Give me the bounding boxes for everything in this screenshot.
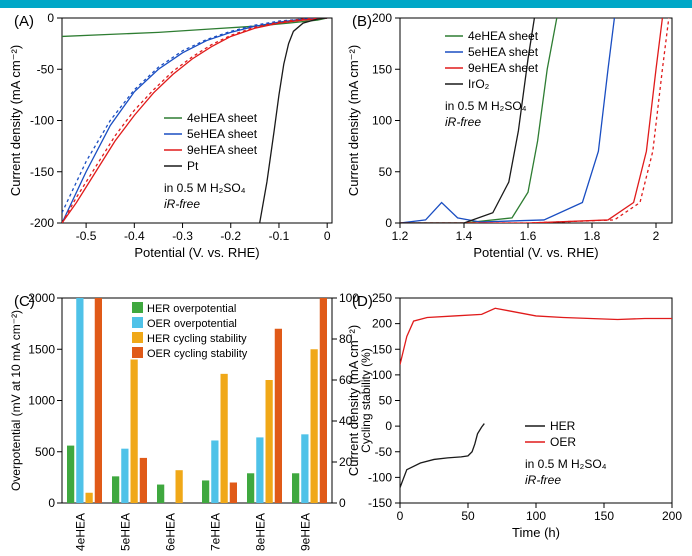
svg-text:0: 0: [397, 509, 404, 523]
svg-text:250: 250: [372, 291, 392, 305]
svg-text:50: 50: [461, 509, 475, 523]
svg-text:iR-free: iR-free: [525, 473, 561, 487]
svg-text:HER: HER: [550, 419, 576, 433]
panel-d: 0 50 100 150 200 -150 -100 -50 0 50 100 150 200 250 Ti…: [0, 0, 692, 556]
svg-text:OER: OER: [550, 435, 576, 449]
svg-text:Time (h): Time (h): [512, 525, 560, 540]
svg-text:150: 150: [594, 509, 614, 523]
svg-text:-150: -150: [368, 496, 392, 510]
svg-text:100: 100: [372, 368, 392, 382]
svg-text:200: 200: [372, 317, 392, 331]
svg-text:-100: -100: [368, 470, 392, 484]
svg-text:in 0.5 M H₂SO₄: in 0.5 M H₂SO₄: [525, 457, 607, 471]
svg-text:(D): (D): [352, 293, 373, 310]
svg-text:150: 150: [372, 342, 392, 356]
svg-text:100: 100: [526, 509, 546, 523]
svg-text:-50: -50: [375, 445, 393, 459]
svg-text:50: 50: [379, 394, 393, 408]
svg-text:Current density (mA cm⁻²): Current density (mA cm⁻²): [346, 325, 361, 476]
svg-text:200: 200: [662, 509, 682, 523]
svg-text:0: 0: [385, 419, 392, 433]
